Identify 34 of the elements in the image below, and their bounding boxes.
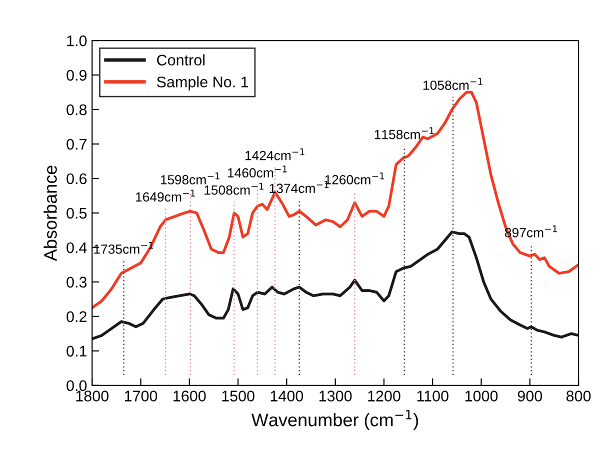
x-tick-label: 1000	[465, 390, 498, 402]
ref-line-label: 1598cm$^{−1}$	[160, 172, 220, 184]
x-tick-label: 900	[518, 390, 542, 402]
y-tick-label: 0.6	[66, 173, 87, 184]
y-tick-label: 0.5	[66, 208, 87, 219]
legend-label: Control	[157, 54, 204, 66]
ref-line-label: 1424cm$^{−1}$	[245, 148, 304, 160]
ref-line-label: 1508cm$^{−1}$	[204, 182, 264, 195]
y-tick-label: 0.1	[66, 346, 86, 357]
x-tick-label: 1600	[174, 390, 206, 402]
line-series	[92, 90, 579, 310]
x-tick-label: 800	[566, 390, 591, 402]
x-tick-label: 1500	[222, 390, 254, 402]
ref-line-label: 1460cm$^{−1}$	[228, 166, 287, 178]
y-tick-label: 0.0	[66, 380, 87, 392]
x-tick-label: 1800	[76, 390, 109, 402]
y-axis-title: Absorbance	[44, 166, 57, 262]
ref-line-label: 1158cm$^{−1}$	[374, 127, 434, 140]
x-tick-label: 1200	[368, 390, 400, 402]
x-axis-title: Wavenumber (cm$^{−1}$)	[251, 410, 418, 430]
x-tick-label: 1100	[417, 390, 448, 402]
y-tick-label: 0.9	[66, 70, 87, 81]
y-tick-label: 0.3	[66, 276, 87, 288]
y-tick-label: 0.2	[66, 311, 86, 322]
ref-line-label: 1058cm$^{−1}$	[423, 78, 482, 90]
y-tick-label: 0.4	[66, 242, 87, 254]
y-tick-label: 0.7	[66, 138, 86, 150]
y-tick-label: 1.0	[67, 35, 87, 46]
x-tick-label: 1700	[124, 390, 158, 402]
legend-label: Sample No. 1	[156, 76, 248, 90]
x-tick-label: 1400	[270, 390, 304, 402]
y-tick-label: 0.8	[66, 104, 87, 116]
x-tick-label: 1300	[319, 390, 352, 402]
ref-line-label: 1649cm$^{−1}$	[136, 190, 195, 202]
